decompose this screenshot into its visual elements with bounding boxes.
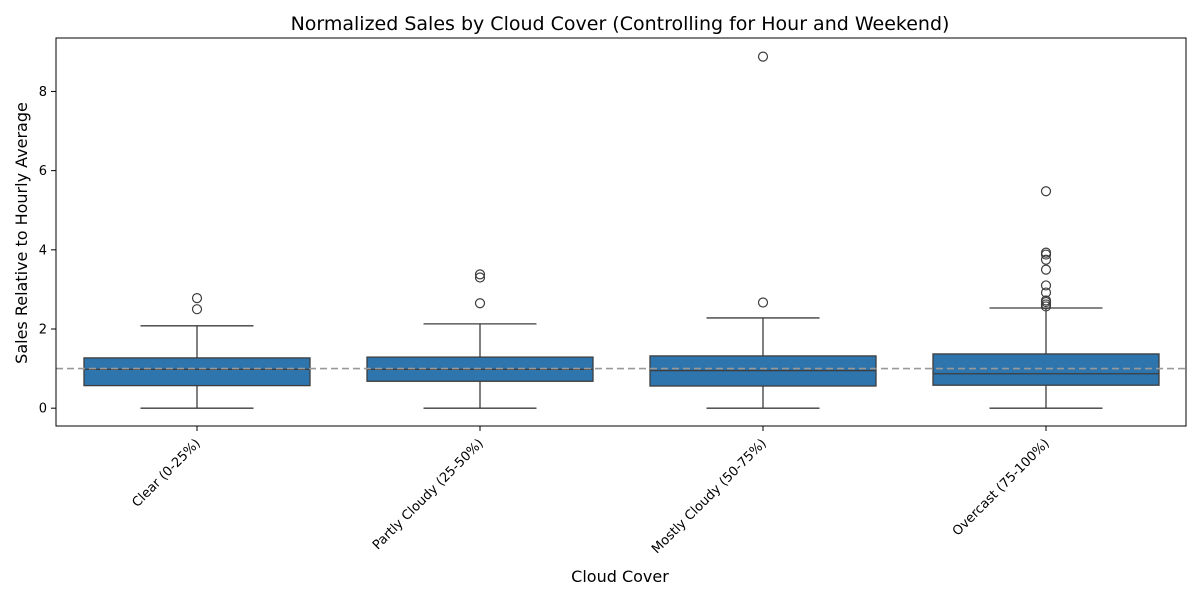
outlier-point — [474, 298, 486, 309]
outlier-point — [1040, 247, 1052, 258]
outlier-point — [1040, 295, 1052, 306]
outlier-point — [1040, 254, 1052, 265]
y-tick-label: 4 — [39, 243, 47, 258]
outlier-point — [191, 293, 203, 304]
y-axis-label: Sales Relative to Hourly Average — [12, 102, 31, 364]
outlier-point — [757, 51, 769, 62]
y-tick-label: 6 — [39, 164, 47, 179]
y-tick-label: 0 — [39, 402, 47, 417]
outlier-point — [1040, 287, 1052, 298]
outlier-point — [757, 297, 769, 308]
box — [83, 357, 311, 387]
box — [932, 353, 1160, 386]
outlier-point — [474, 269, 486, 280]
outlier-point — [474, 272, 486, 283]
x-axis-label: Cloud Cover — [571, 567, 669, 586]
outlier-point — [1040, 280, 1052, 291]
outlier-point — [191, 304, 203, 315]
outlier-point — [1040, 186, 1052, 197]
y-tick-label: 8 — [39, 85, 47, 100]
y-tick-label: 2 — [39, 323, 47, 338]
chart-title: Normalized Sales by Cloud Cover (Control… — [291, 13, 950, 35]
outlier-point — [1040, 264, 1052, 275]
plot-frame — [55, 37, 1187, 427]
